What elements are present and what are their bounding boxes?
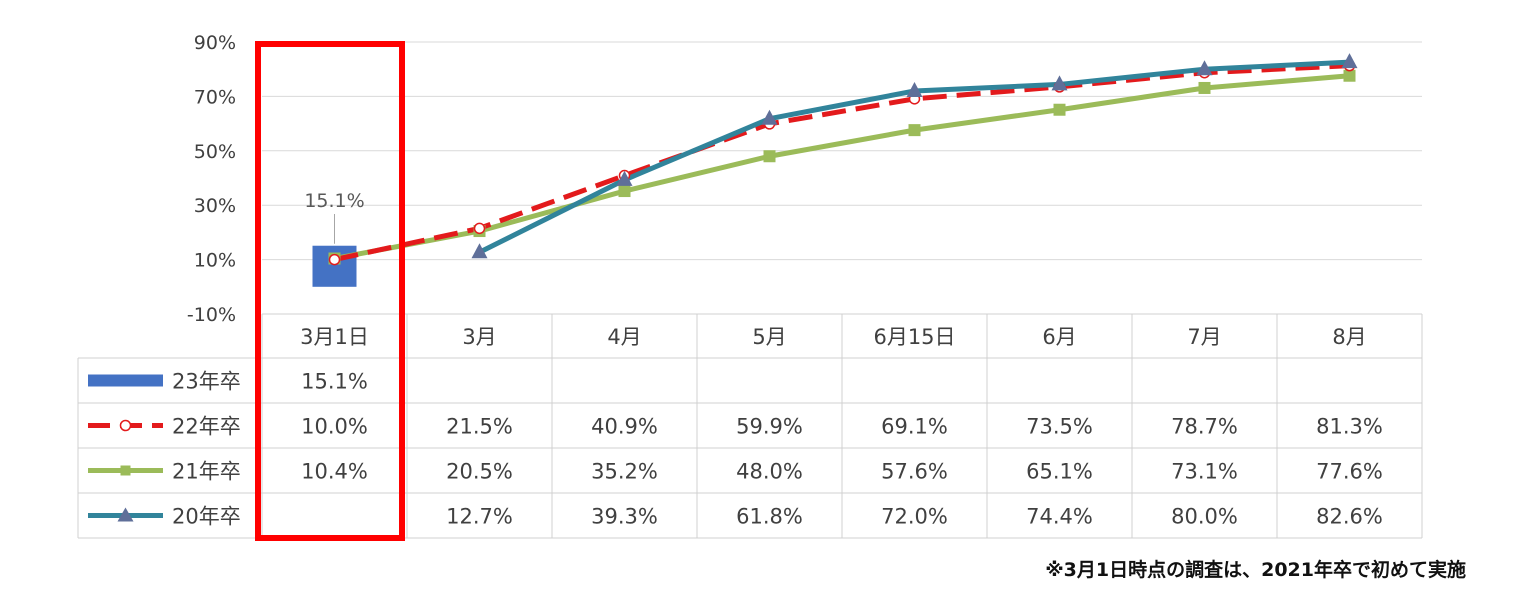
category-label: 5月	[752, 325, 786, 349]
table-cell: 39.3%	[591, 505, 658, 529]
y-tick-label: 90%	[194, 32, 236, 54]
marker-square	[1343, 69, 1356, 82]
y-tick-label: 70%	[194, 86, 236, 108]
series-lines	[333, 59, 1350, 263]
data-table: 3月1日 3月 4月 5月 6月15日 6月 7月 8月 15.1% 10.0% 21.5% 40.9…	[77, 313, 1423, 539]
table-cell: 73.5%	[1026, 415, 1093, 439]
table-cell: 81.3%	[1316, 415, 1383, 439]
y-tick-label: 30%	[194, 195, 236, 217]
table-cell: 59.9%	[736, 415, 803, 439]
table-cell: 40.9%	[591, 415, 658, 439]
series-markers	[328, 53, 1358, 266]
table-cell: 72.0%	[881, 505, 948, 529]
legend-marker-square	[120, 465, 131, 476]
marker-square	[763, 150, 776, 163]
legend-label: 22年卒	[172, 415, 241, 439]
table-cell: 21.5%	[446, 415, 513, 439]
table-cell: 61.8%	[736, 505, 803, 529]
table-cell: 69.1%	[881, 415, 948, 439]
legend-label: 21年卒	[172, 460, 241, 484]
table-cell: 35.2%	[591, 460, 658, 484]
legend: 23年卒 22年卒 21年卒 20年卒	[88, 370, 241, 529]
category-label: 6月15日	[873, 325, 955, 349]
y-tick-label: -10%	[187, 304, 236, 326]
y-tick-label: 50%	[194, 141, 236, 163]
data-label: 15.1%	[304, 190, 364, 212]
table-cell: 80.0%	[1171, 505, 1238, 529]
marker-triangle	[471, 243, 488, 259]
table-cell: 20.5%	[446, 460, 513, 484]
marker-triangle	[761, 109, 778, 125]
table-cell: 73.1%	[1171, 460, 1238, 484]
marker-square	[1198, 81, 1211, 94]
legend-key-bar	[88, 374, 163, 387]
annotations: 15.1%	[304, 190, 365, 244]
category-label: 8月	[1332, 325, 1366, 349]
highlight-box	[255, 41, 405, 541]
marker-circle	[473, 222, 486, 235]
series-line	[334, 73, 1350, 261]
category-label: 3月1日	[300, 325, 369, 349]
marker-square	[908, 124, 921, 137]
y-axis: 90% 70% 50% 30% 10% -10%	[187, 32, 236, 326]
table-cell: 57.6%	[881, 460, 948, 484]
category-label: 7月	[1187, 325, 1221, 349]
footnote: ※3月1日時点の調査は、2021年卒で初めて実施	[1045, 559, 1466, 581]
table-cell: 82.6%	[1316, 505, 1383, 529]
table-cell: 48.0%	[736, 460, 803, 484]
marker-square	[618, 185, 631, 198]
marker-square	[1053, 103, 1066, 116]
bar	[312, 245, 357, 287]
category-label: 6月	[1042, 325, 1076, 349]
marker-circle	[328, 253, 341, 266]
table-cell: 10.4%	[301, 460, 368, 484]
marker-triangle	[1196, 60, 1213, 76]
table-cell: 15.1%	[301, 370, 368, 394]
legend-label: 20年卒	[172, 505, 241, 529]
table-cell: 65.1%	[1026, 460, 1093, 484]
category-label: 4月	[607, 325, 641, 349]
table-cell: 10.0%	[301, 415, 368, 439]
marker-triangle	[616, 170, 633, 186]
gridlines	[262, 41, 1422, 261]
marker-triangle	[1341, 53, 1358, 69]
marker-triangle	[906, 81, 923, 97]
marker-triangle	[1051, 75, 1068, 91]
legend-marker-triangle	[117, 507, 134, 522]
legend-label: 23年卒	[172, 370, 241, 394]
table-cell: 77.6%	[1316, 460, 1383, 484]
y-tick-label: 10%	[194, 250, 236, 272]
bars	[312, 245, 357, 287]
legend-marker-circle	[119, 419, 132, 432]
table-cell: 12.7%	[446, 505, 513, 529]
series-line	[333, 63, 1350, 263]
table-cell: 74.4%	[1026, 505, 1093, 529]
category-label: 3月	[462, 325, 496, 349]
highlight	[255, 41, 405, 541]
table-cell: 78.7%	[1171, 415, 1238, 439]
